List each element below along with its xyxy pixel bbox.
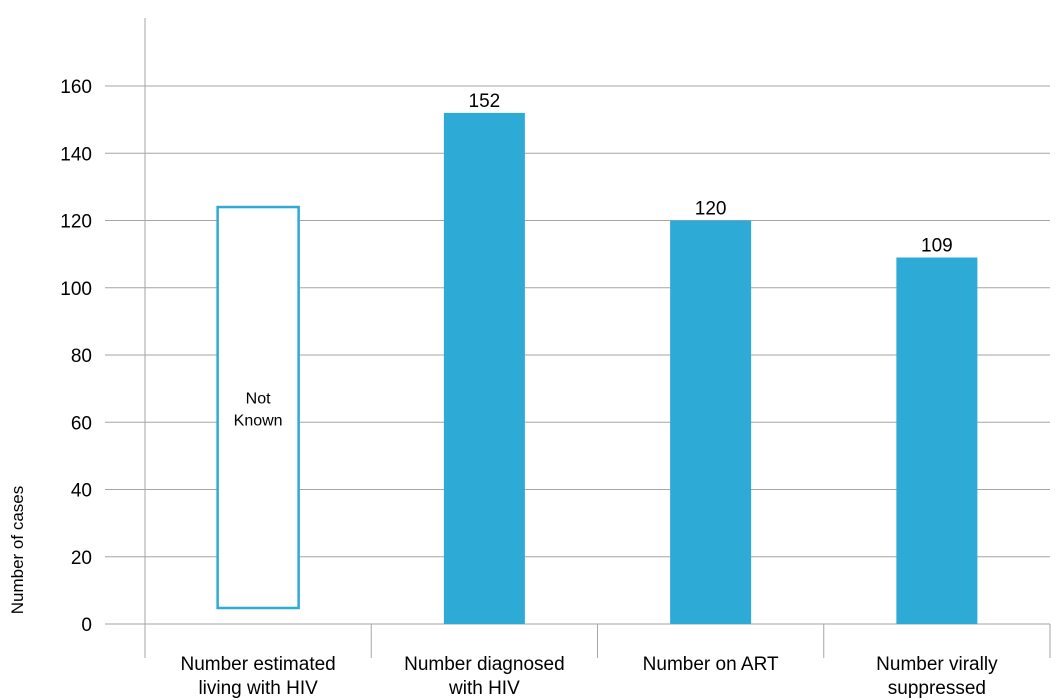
x-category-label-1: Number diagnosed with HIV [404, 654, 565, 699]
placeholder-bar-0 [216, 205, 300, 610]
x-category-label-3: Number virally suppressed [876, 654, 998, 699]
y-tick-label-0: 0 [81, 615, 92, 636]
placeholder-label: Not Known [234, 391, 283, 430]
x-category-label-2: Number on ART [643, 654, 779, 675]
bar-3 [896, 257, 978, 624]
x-category-label-0-line-0: Number estimated [181, 654, 336, 675]
y-tick-label-100: 100 [60, 279, 92, 300]
placeholder-label-line-0: Not [246, 391, 271, 408]
y-tick-label-80: 80 [71, 346, 92, 367]
y-tick-label-60: 60 [71, 413, 92, 434]
y-tick-label-140: 140 [60, 144, 92, 165]
x-category-label-1-line-1: with HIV [448, 678, 520, 699]
axes [105, 18, 1051, 658]
y-axis-title: Number of cases [8, 486, 27, 615]
x-category-label-1-line-0: Number diagnosed [404, 654, 565, 675]
data-label-2: 120 [695, 199, 727, 220]
y-tick-label-160: 160 [60, 77, 92, 98]
data-label-3: 109 [921, 235, 953, 256]
placeholder-label-line-1: Known [234, 413, 283, 430]
data-label-1: 152 [469, 91, 501, 112]
x-category-label-0-line-1: living with HIV [198, 678, 318, 699]
bar-2 [670, 220, 752, 624]
x-category-label-3-line-1: suppressed [888, 678, 986, 699]
y-tick-label-120: 120 [60, 212, 92, 233]
bars [216, 112, 978, 625]
y-tick-label-20: 20 [71, 548, 92, 569]
x-category-label-3-line-0: Number virally [876, 654, 998, 675]
y-tick-label-40: 40 [71, 481, 92, 502]
x-category-label-0: Number estimated living with HIV [181, 654, 336, 699]
labels: 0 20 40 60 80 100 120 140 160 Number estimated liv… [60, 77, 998, 699]
bar-1 [443, 112, 525, 625]
x-category-label-2-line-0: Number on ART [643, 654, 779, 675]
